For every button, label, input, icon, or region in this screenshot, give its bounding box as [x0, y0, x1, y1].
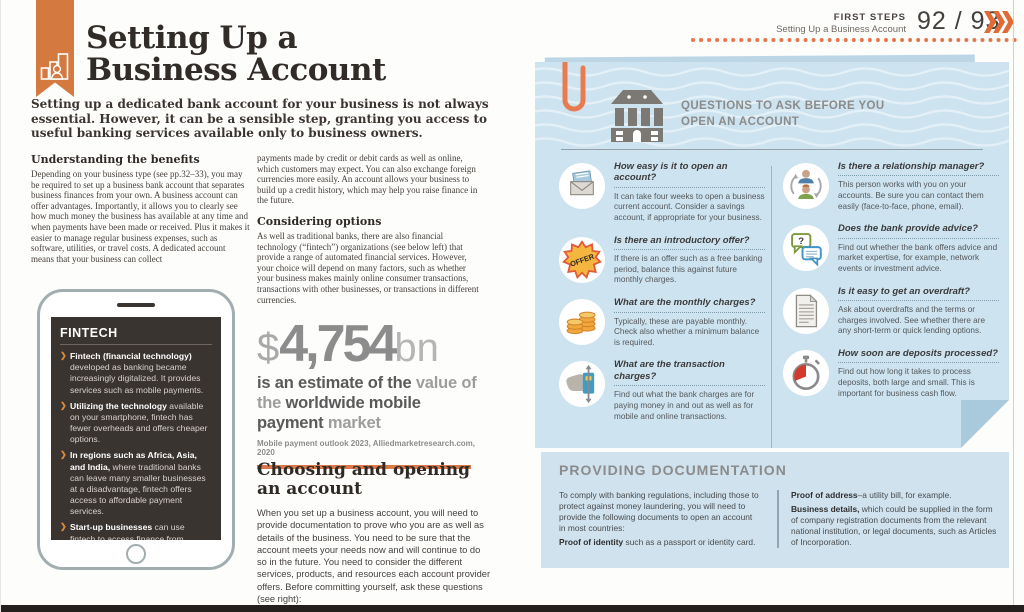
header: FIRST STEPS Setting Up a Business Accoun… — [601, 12, 906, 35]
proof-of-address: Proof of address–a utility bill, for exa… — [791, 490, 952, 500]
page-bottom-edge — [1, 605, 1024, 612]
fintech-item: Utilizing the technology available on yo… — [60, 401, 212, 446]
question-row: Is there a relationship manager? This pe… — [783, 161, 999, 212]
questions-note: QUESTIONS TO ASK BEFORE YOU OPEN AN ACCO… — [535, 62, 1009, 448]
section-label: FIRST STEPS — [833, 12, 906, 23]
question-title: Is it easy to get an overdraft? — [838, 286, 999, 301]
question-row: What are the monthly charges? Typically,… — [559, 297, 765, 348]
question-title: How soon are deposits processed? — [838, 348, 999, 363]
stat-caption: is an estimate of the value of the world… — [257, 374, 477, 432]
people-exchange-icon — [786, 166, 826, 206]
note-heading: QUESTIONS TO ASK BEFORE YOU OPEN AN ACCO… — [681, 100, 885, 128]
phone-speaker — [117, 303, 155, 307]
fintech-item: In regions such as Africa, Asia, and Ind… — [60, 450, 212, 517]
question-body: Typically, these are payable monthly. Ch… — [614, 316, 760, 347]
question-row: What are the transaction charges? Find o… — [559, 359, 765, 422]
fintech-panel: FINTECH Fintech (financial technology) d… — [51, 317, 221, 540]
options-body: As well as traditional banks, there are … — [257, 231, 479, 305]
dotted-rule — [691, 38, 1017, 42]
fintech-heading: FINTECH — [60, 326, 212, 345]
question-row: How soon are deposits processed? Find ou… — [783, 348, 999, 399]
stat-figure: $4,754bn — [257, 315, 439, 373]
choosing-heading: Choosing and opening an account — [257, 460, 471, 500]
question-body: This person works with you on your accou… — [838, 180, 984, 211]
questions-left-column: How easy is it to open an account? It ca… — [559, 161, 765, 433]
coins-icon — [562, 302, 602, 342]
bank-icon — [607, 86, 667, 144]
benefits-body: Depending on your business type (see pp.… — [31, 169, 250, 264]
orange-rule — [257, 464, 471, 469]
documentation-right: Proof of address–a utility bill, for exa… — [777, 490, 997, 549]
svg-text:?: ? — [798, 236, 804, 247]
business-details: Business details, which could be supplie… — [791, 504, 997, 548]
smartphone-frame: FINTECH Fintech (financial technology) d… — [37, 289, 235, 570]
chat-question-icon: ? — [786, 228, 826, 268]
question-title: Does the bank provide advice? — [838, 223, 999, 238]
offer-starburst-icon: OFFER — [561, 239, 603, 281]
question-body: Find out how long it takes to process de… — [838, 367, 975, 398]
benefits-column: Understanding the benefits Depending on … — [31, 153, 250, 264]
stopwatch-icon — [786, 353, 826, 393]
questions-right-column: Is there a relationship manager? This pe… — [783, 161, 999, 410]
options-heading: Considering options — [257, 215, 382, 229]
documentation-heading: PROVIDING DOCUMENTATION — [559, 462, 787, 478]
question-body: Find out what the bank charges are for p… — [614, 390, 755, 421]
question-body: It can take four weeks to open a busines… — [614, 191, 765, 223]
question-row: ? Does the bank provide advice? Find out… — [783, 223, 999, 274]
question-body: Ask about overdrafts and the terms or ch… — [838, 305, 986, 336]
phone-home-button — [126, 544, 146, 564]
chevrons-icon — [984, 11, 1014, 33]
page-title: Setting Up a Business Account — [86, 20, 386, 89]
question-body: If there is an offer such as a free bank… — [614, 254, 763, 285]
stat-source: Mobile payment outlook 2023, Alliedmarke… — [257, 438, 475, 457]
question-title: Is there a relationship manager? — [838, 161, 999, 176]
question-row: How easy is it to open an account? It ca… — [559, 161, 765, 224]
card-transfer-icon — [562, 364, 602, 404]
question-row: Is it easy to get an overdraft? Ask abou… — [783, 286, 999, 337]
documentation-intro: To comply with banking regulations, incl… — [559, 490, 759, 534]
bookmark-ribbon — [36, 0, 74, 97]
band-rule — [561, 149, 983, 150]
proof-of-identity: Proof of identity such as a passport or … — [559, 537, 756, 548]
question-body: Find out whether the bank offers advice … — [838, 242, 998, 274]
question-title: What are the transaction charges? — [614, 359, 765, 386]
fintech-item: Fintech (financial technology) developed… — [60, 351, 212, 396]
fintech-item: Start-up businesses can use fintech to a… — [60, 522, 212, 540]
choosing-section: Choosing and opening an account When you… — [257, 460, 491, 605]
intro-paragraph: Setting up a dedicated bank account for … — [31, 97, 489, 141]
stat-block: $4,754bn is an estimate of the value of … — [257, 315, 481, 469]
document-icon — [786, 291, 826, 331]
folded-corner — [961, 400, 1009, 448]
bar-chart-person-icon — [40, 53, 69, 80]
question-row: OFFER Is there an introductory offer? If… — [559, 235, 765, 286]
options-column: payments made by credit or debit cards a… — [257, 153, 481, 305]
question-title: What are the monthly charges? — [614, 297, 765, 312]
documentation-left: To comply with banking regulations, incl… — [559, 490, 777, 548]
choosing-body: When you set up a business account, you … — [257, 508, 491, 604]
column-divider — [771, 166, 772, 456]
chapter-label: Setting Up a Business Account — [776, 24, 906, 35]
mail-documents-icon — [562, 166, 602, 206]
benefits-body-continued: payments made by credit or debit cards a… — [257, 153, 478, 206]
benefits-heading: Understanding the benefits — [31, 153, 200, 166]
question-title: Is there an introductory offer? — [614, 235, 765, 250]
documentation-panel: PROVIDING DOCUMENTATION To comply with b… — [541, 452, 1009, 568]
page-edge — [1013, 0, 1014, 605]
question-title: How easy is it to open an account? — [614, 161, 765, 188]
